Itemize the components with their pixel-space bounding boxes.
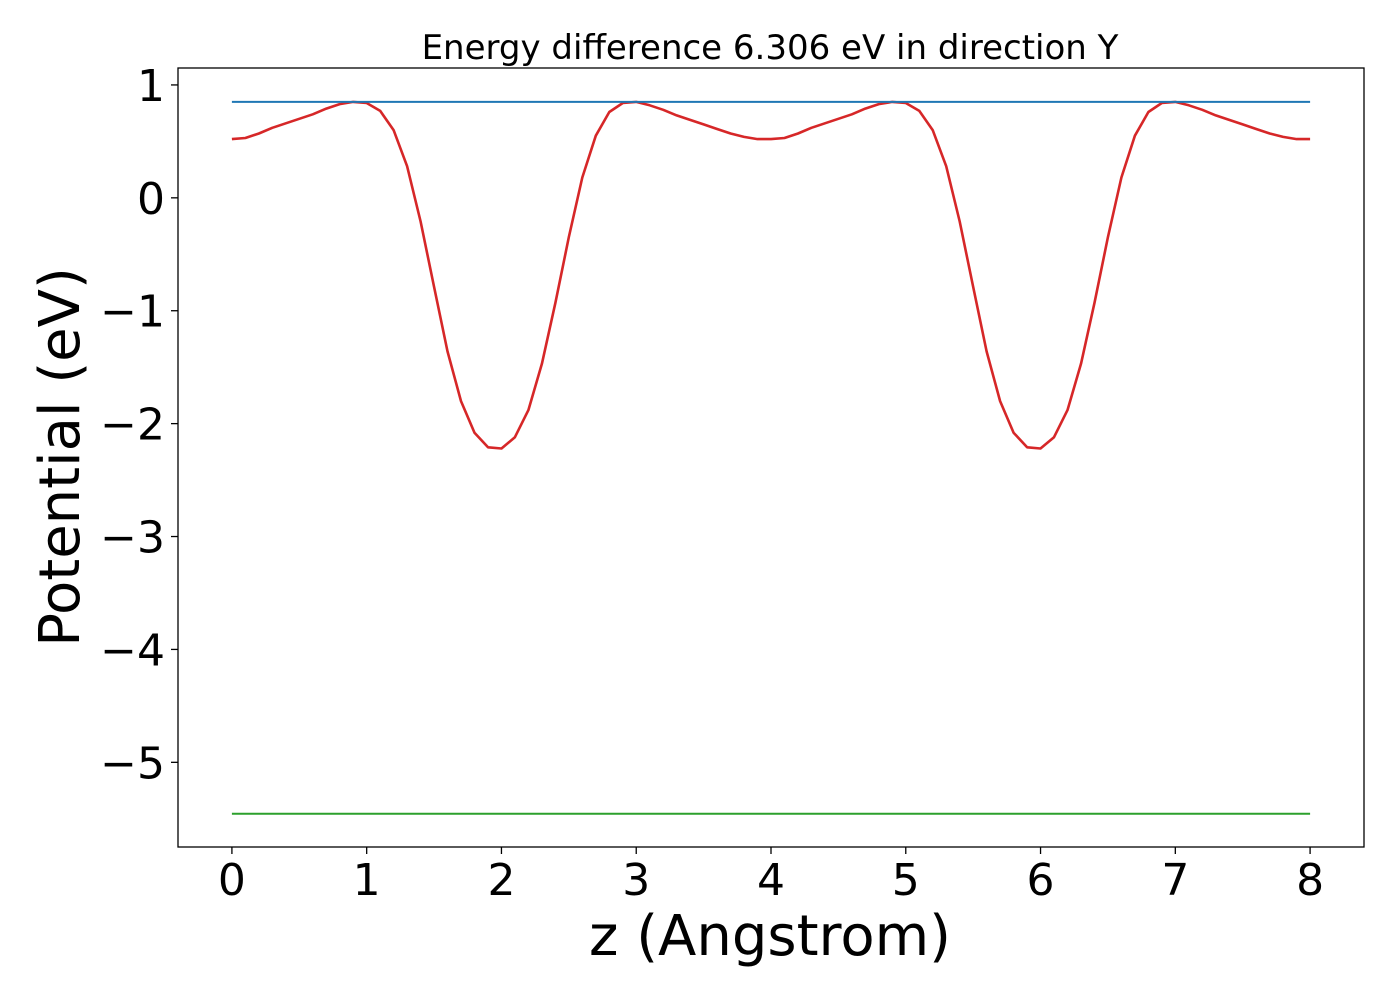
series-line-1 — [231, 100, 1311, 450]
y-tick-label: −1 — [100, 287, 165, 338]
x-tick-label: 5 — [892, 855, 920, 906]
y-tick-label: −2 — [100, 400, 165, 451]
x-tick-label: 1 — [353, 855, 381, 906]
x-tick-label: 3 — [622, 855, 650, 906]
x-axis-label: z (Angstrom) — [589, 904, 951, 969]
x-tick-label: 7 — [1161, 855, 1189, 906]
y-axis-label: Potential (eV) — [28, 267, 93, 647]
x-axis: 0 1 2 3 4 5 6 7 8 — [218, 847, 1324, 906]
plot-frame — [177, 67, 1365, 848]
plot-lines — [231, 100, 1311, 815]
x-tick-label: 2 — [487, 855, 515, 906]
x-tick-label: 0 — [218, 855, 246, 906]
x-tick-label: 4 — [757, 855, 785, 906]
x-tick-label: 8 — [1296, 855, 1324, 906]
y-tick-label: −4 — [100, 625, 165, 676]
x-tick-label: 6 — [1027, 855, 1055, 906]
y-tick-label: −3 — [100, 513, 165, 564]
y-tick-label: 1 — [137, 61, 165, 112]
y-tick-label: 0 — [137, 174, 165, 225]
y-axis: 1 0 −1 −2 −3 −4 −5 — [100, 61, 178, 789]
chart-title: Energy difference 6.306 eV in direction … — [422, 28, 1119, 68]
y-tick-label: −5 — [100, 738, 165, 789]
